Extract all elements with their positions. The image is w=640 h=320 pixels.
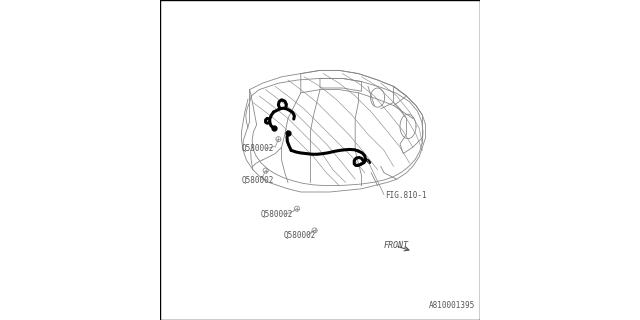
Text: Q580002: Q580002: [283, 231, 316, 240]
Text: Q580002: Q580002: [261, 210, 293, 219]
Text: A810001395: A810001395: [429, 301, 475, 310]
Text: Q580002: Q580002: [242, 176, 274, 185]
Text: FIG.810-1: FIG.810-1: [385, 191, 426, 200]
Text: FRONT: FRONT: [384, 241, 409, 250]
Text: Q580002: Q580002: [242, 144, 274, 153]
